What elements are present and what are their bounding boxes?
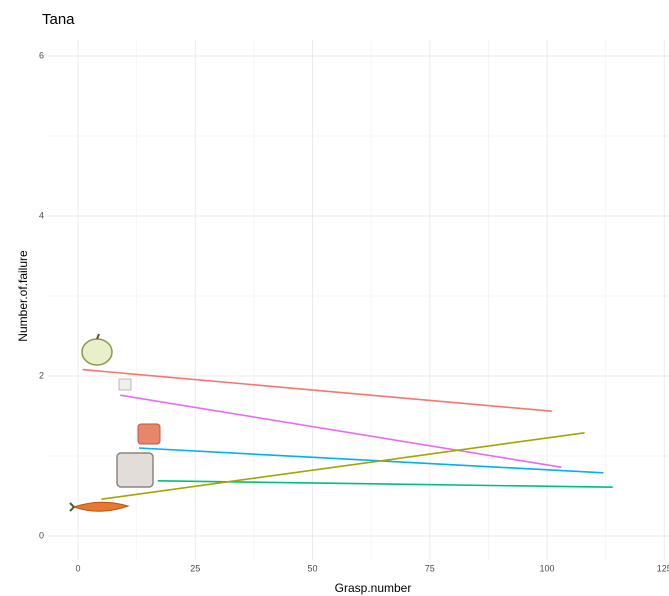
carrot-icon [72, 501, 130, 512]
x-axis-label: Grasp.number [335, 581, 412, 595]
x-tick-label: 75 [425, 563, 435, 573]
icons [69, 333, 161, 512]
sugar-icon [118, 378, 132, 391]
white-cube-icon [116, 452, 154, 488]
red-cube-icon [137, 423, 161, 445]
x-tick-label: 100 [540, 563, 555, 573]
carrot-leaves [69, 502, 75, 512]
series-line [120, 394, 562, 468]
x-tick-label: 125 [657, 563, 669, 573]
y-tick-label: 4 [39, 210, 44, 220]
grid [48, 40, 669, 560]
y-axis-label: Number.of.failure [16, 250, 30, 342]
apple-icon [81, 338, 113, 366]
x-tick-label: 0 [76, 563, 81, 573]
y-tick-label: 2 [39, 370, 44, 380]
lines [82, 368, 613, 500]
apple-stem [96, 333, 100, 340]
series-line [101, 432, 585, 500]
series-line [157, 480, 613, 488]
y-tick-label: 6 [39, 50, 44, 60]
series-line [82, 368, 552, 412]
y-tick-label: 0 [39, 530, 44, 540]
chart-title: Tana [42, 11, 75, 28]
x-tick-label: 25 [190, 563, 200, 573]
x-tick-label: 50 [308, 563, 318, 573]
series-line [138, 447, 604, 474]
